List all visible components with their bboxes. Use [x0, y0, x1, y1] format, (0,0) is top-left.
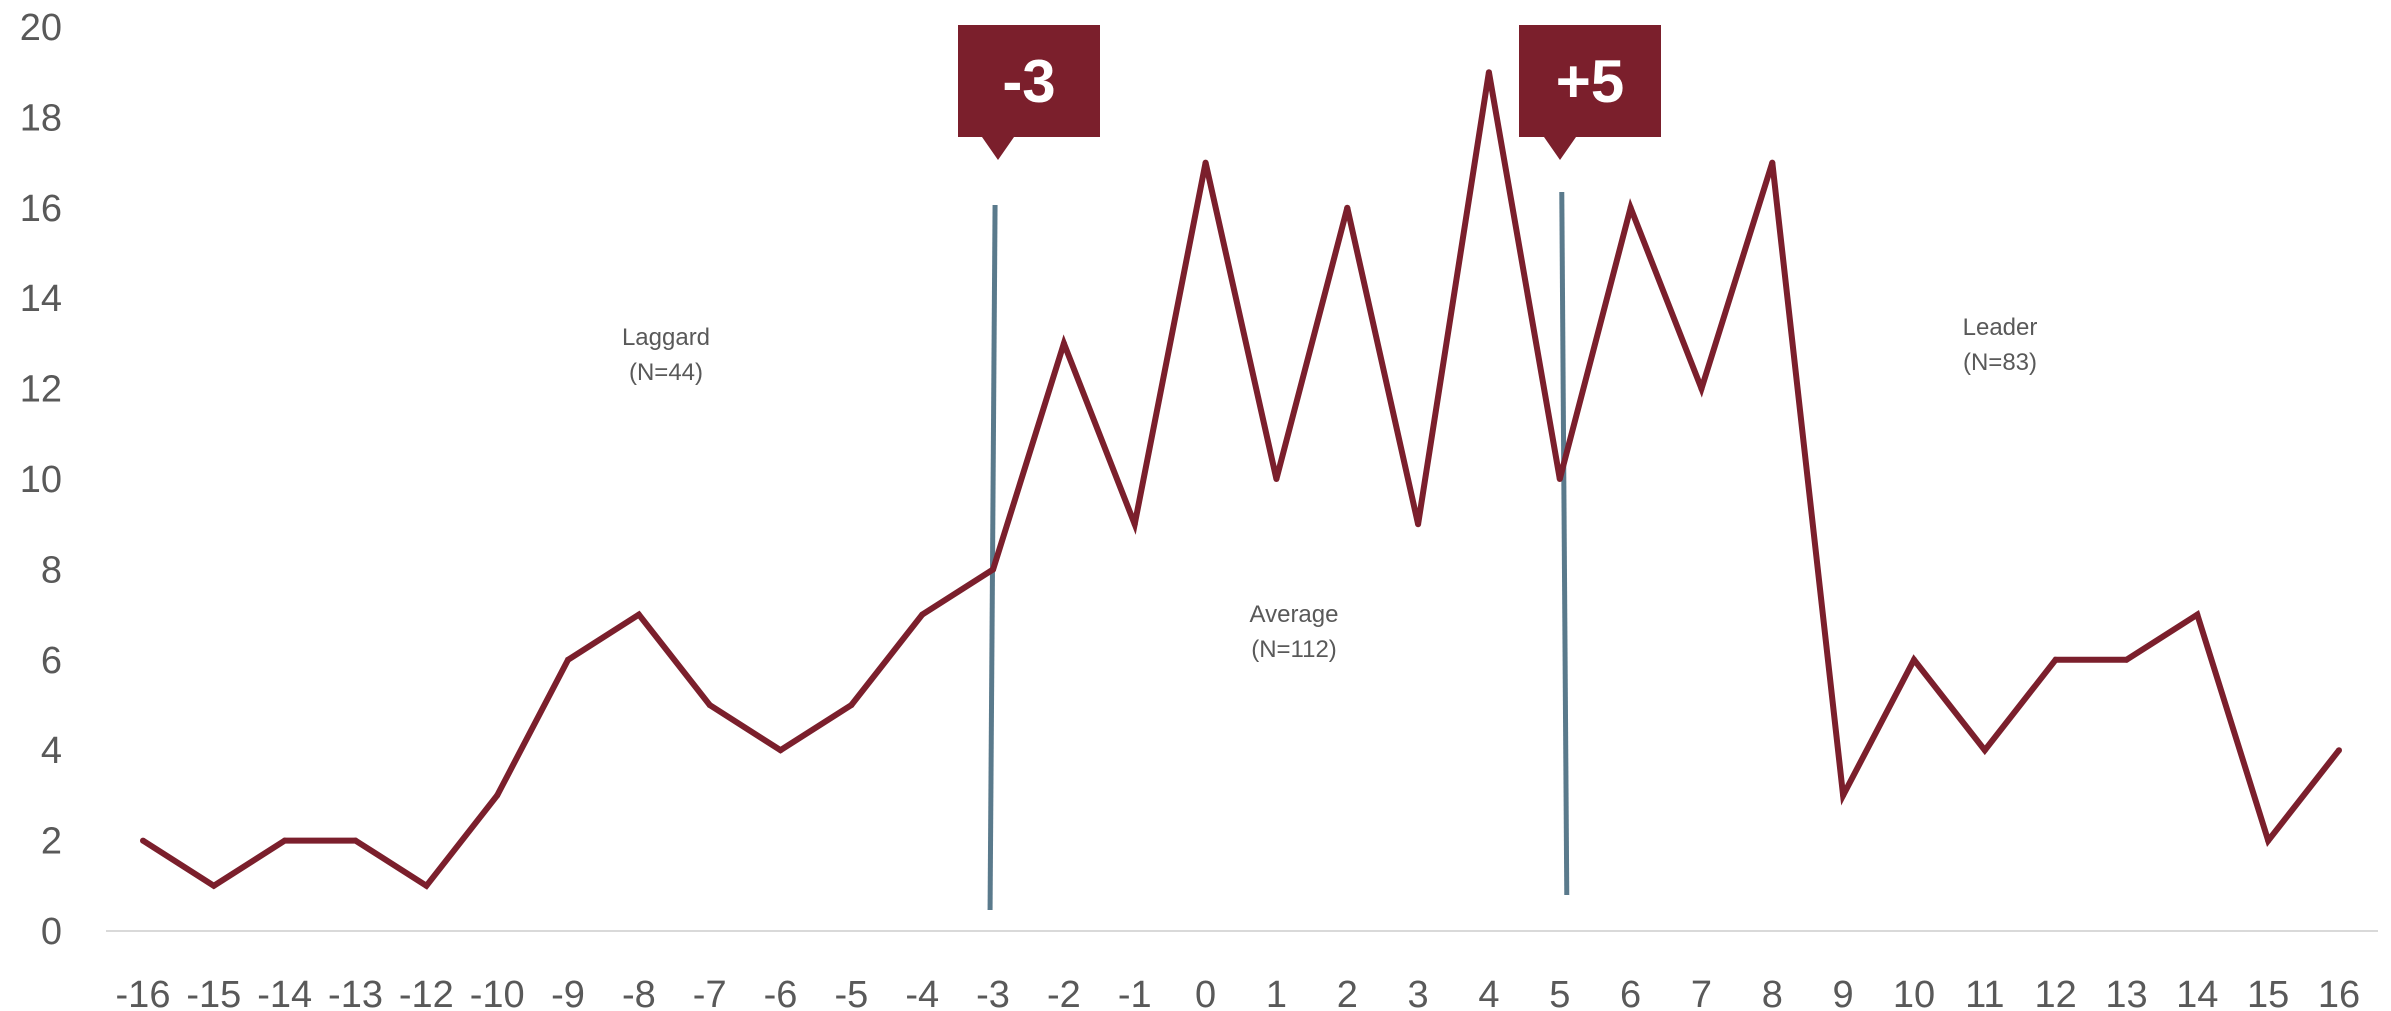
x-tick-label: 4 [1478, 974, 1499, 1011]
y-tick-label: 12 [20, 369, 62, 411]
data-point [1698, 385, 1705, 392]
data-point [990, 566, 997, 573]
data-point [1485, 69, 1492, 76]
data-point [1556, 476, 1563, 482]
region-count-laggard: (N=44) [629, 359, 703, 386]
data-point [2194, 611, 2201, 618]
data-point [565, 656, 572, 663]
data-point [1273, 476, 1280, 482]
threshold-lines [987, 191, 1570, 911]
x-tick-label: 10 [1893, 974, 1935, 1011]
series-line [141, 71, 2342, 890]
y-tick-label: 14 [20, 278, 62, 320]
threshold-callout-box [958, 25, 1100, 160]
data-point [1840, 792, 1847, 799]
region-name-leader: Leader [1963, 314, 2038, 341]
x-tick-label: -2 [1047, 974, 1081, 1011]
data-point [706, 702, 713, 708]
y-tick-label: 0 [41, 911, 62, 953]
region-label-laggard: Laggard (N=44) [622, 324, 710, 386]
region-count-average: (N=112) [1251, 636, 1337, 663]
threshold-label: -3 [1002, 48, 1055, 115]
x-axis-ticks: -16 -15 -14 -13 -12 -10 -9 -8 -7 -6 -5 -4 -3 -2 -1 0 1 2 3… [116, 974, 2361, 1011]
y-tick-label: 16 [20, 188, 62, 230]
data-point [1981, 747, 1988, 754]
y-tick-label: 6 [41, 640, 62, 682]
x-tick-label: 0 [1195, 974, 1216, 1011]
data-point [281, 837, 288, 844]
threshold-line [1559, 191, 1570, 896]
x-tick-label: -16 [116, 974, 171, 1011]
data-point [1627, 204, 1634, 211]
x-tick-label: -9 [551, 974, 585, 1011]
threshold-marker-laggard-average: -3 [958, 25, 1100, 160]
y-axis-ticks: 0 2 4 6 8 10 12 14 16 18 20 [20, 7, 62, 953]
x-tick-label: 9 [1833, 974, 1854, 1011]
region-count-leader: (N=83) [1963, 349, 2037, 376]
x-tick-label: -15 [186, 974, 241, 1011]
data-point [2265, 837, 2272, 844]
data-point [1060, 340, 1067, 347]
y-tick-label: 10 [20, 459, 62, 501]
data-point [140, 837, 146, 844]
threshold-marker-average-leader: +5 [1519, 25, 1661, 160]
x-tick-label: 8 [1762, 974, 1783, 1011]
data-point [1769, 159, 1776, 166]
data-point [494, 792, 501, 799]
data-point [423, 882, 430, 889]
y-tick-label: 2 [41, 821, 62, 863]
x-tick-label: 13 [2105, 974, 2147, 1011]
x-tick-label: 15 [2247, 974, 2289, 1011]
data-point [1202, 159, 1209, 166]
x-tick-label: -6 [764, 974, 798, 1011]
data-point [777, 747, 784, 754]
x-tick-label: 2 [1337, 974, 1358, 1011]
x-tick-label: 12 [2035, 974, 2077, 1011]
region-name-average: Average [1250, 601, 1339, 628]
x-tick-label: 11 [1965, 974, 2004, 1011]
data-point [2052, 656, 2059, 663]
y-tick-label: 8 [41, 549, 62, 591]
x-tick-label: -12 [399, 974, 454, 1011]
x-tick-label: 5 [1549, 974, 1570, 1011]
data-point [1910, 656, 1917, 663]
x-tick-label: -14 [257, 974, 312, 1011]
x-tick-label: 7 [1691, 974, 1712, 1011]
x-tick-label: 16 [2318, 974, 2360, 1011]
data-point [352, 837, 359, 844]
x-tick-label: -13 [328, 974, 383, 1011]
x-tick-label: -10 [470, 974, 525, 1011]
data-point [635, 611, 642, 618]
x-tick-label: 3 [1408, 974, 1429, 1011]
x-tick-label: 1 [1266, 974, 1287, 1011]
region-name-laggard: Laggard [622, 324, 710, 351]
data-point [1344, 204, 1351, 211]
x-tick-label: -7 [693, 974, 727, 1011]
x-tick-label: -4 [905, 974, 939, 1011]
x-tick-label: 6 [1620, 974, 1641, 1011]
y-tick-label: 4 [41, 730, 62, 772]
region-label-average: Average (N=112) [1250, 601, 1339, 663]
region-label-leader: Leader (N=83) [1963, 314, 2038, 376]
data-point [1415, 521, 1422, 528]
threshold-line [987, 204, 998, 911]
x-tick-label: -1 [1118, 974, 1152, 1011]
y-tick-label: 18 [20, 97, 62, 139]
x-tick-label: -3 [976, 974, 1010, 1011]
threshold-label: +5 [1556, 48, 1624, 115]
data-point [2123, 656, 2130, 663]
x-tick-label: 14 [2176, 974, 2218, 1011]
data-points [140, 69, 2342, 889]
y-tick-label: 20 [20, 7, 62, 49]
threshold-callout-box [1519, 25, 1661, 160]
x-tick-label: -5 [834, 974, 868, 1011]
data-point [210, 882, 217, 889]
data-point [2336, 747, 2342, 754]
data-point [1131, 521, 1138, 528]
x-tick-label: -8 [622, 974, 656, 1011]
data-point [848, 702, 855, 708]
data-point [919, 611, 926, 618]
